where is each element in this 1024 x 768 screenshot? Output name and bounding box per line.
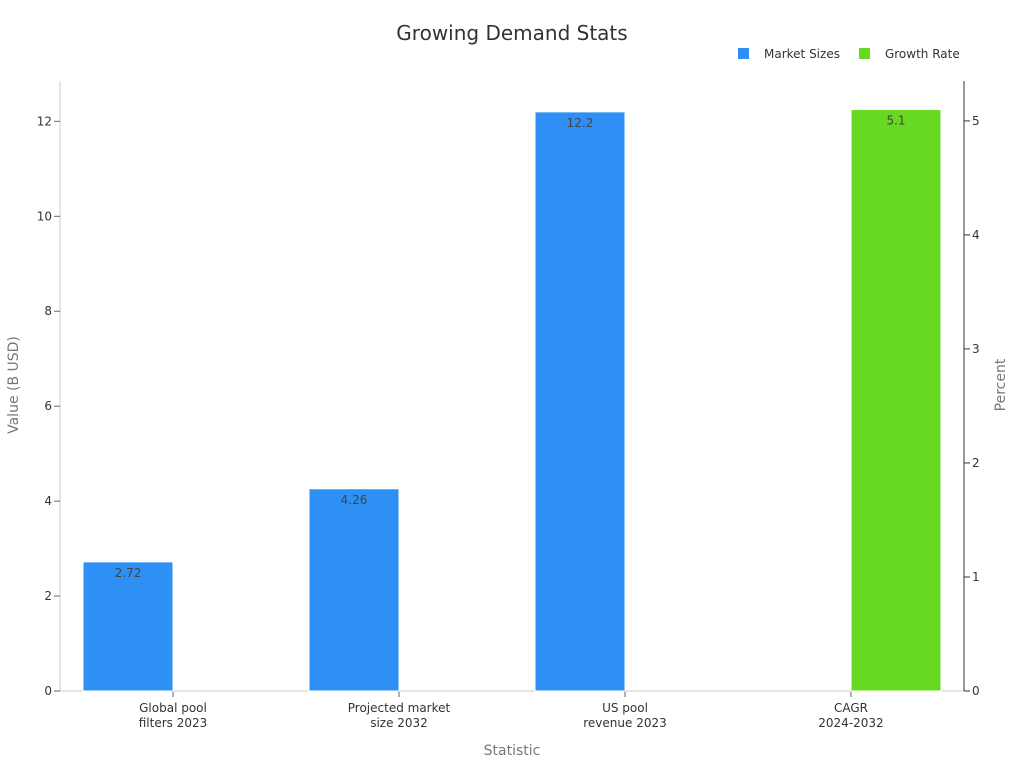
bar-value-label: 5.1	[886, 114, 905, 128]
bar[interactable]	[82, 561, 174, 692]
y-tick-label: 6	[44, 399, 52, 413]
bar[interactable]	[850, 109, 942, 692]
y-axis-title: Value (B USD)	[6, 336, 22, 434]
y2-tick-label: 0	[972, 684, 980, 698]
x-tick-label: size 2032	[370, 716, 428, 730]
x-tick-label: filters 2023	[139, 716, 208, 730]
x-tick-label: CAGR	[834, 701, 868, 715]
y2-tick-label: 1	[972, 570, 980, 584]
legend-label: Market Sizes	[764, 47, 840, 61]
y2-tick-label: 3	[972, 342, 980, 356]
bars: 2.72 4.26 12.2 5.1	[82, 109, 942, 692]
x-tick-label: revenue 2023	[583, 716, 666, 730]
legend-swatch	[738, 48, 749, 59]
y-tick-label: 0	[44, 684, 52, 698]
bar[interactable]	[534, 111, 626, 692]
y-tick-label: 10	[37, 209, 52, 223]
x-tick-label: US pool	[602, 701, 648, 715]
y2-tick-label: 4	[972, 228, 980, 242]
legend-swatch	[858, 48, 870, 59]
legend-label: Growth Rate	[885, 47, 960, 61]
chart-title: Growing Demand Stats	[396, 21, 627, 45]
bar-value-label: 12.2	[567, 116, 594, 130]
y2-axis-title: Percent	[993, 358, 1009, 411]
bar-value-label: 4.26	[341, 493, 368, 507]
legend[interactable]: Market Sizes Growth Rate	[738, 47, 960, 61]
y2-tick-label: 5	[972, 114, 980, 128]
bar[interactable]	[308, 488, 400, 692]
x-axis-title: Statistic	[484, 743, 541, 759]
y2-tick-label: 2	[972, 456, 980, 470]
x-tick-label: Projected market	[348, 701, 451, 715]
y-tick-label: 12	[37, 114, 52, 128]
x-tick-label: Global pool	[139, 701, 207, 715]
y-tick-label: 2	[44, 589, 52, 603]
bar-value-label: 2.72	[115, 566, 142, 580]
y-tick-label: 4	[44, 494, 52, 508]
x-tick-label: 2024-2032	[818, 716, 883, 730]
y-tick-label: 8	[44, 304, 52, 318]
